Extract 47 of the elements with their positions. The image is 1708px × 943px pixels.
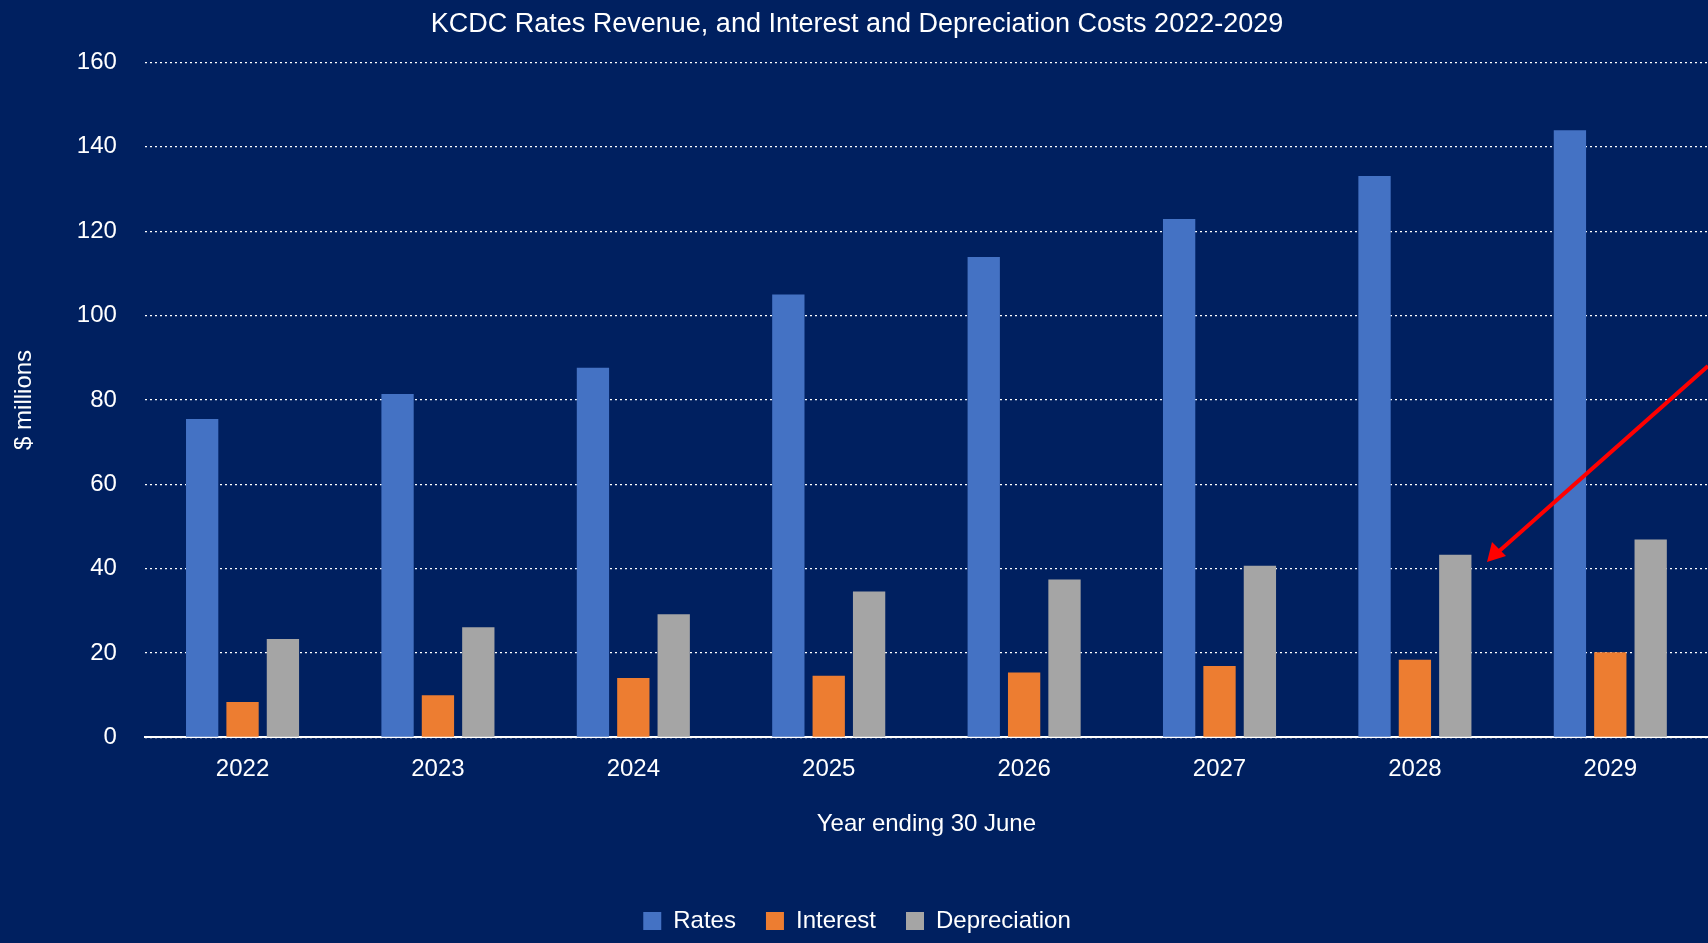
bar [226, 701, 259, 737]
legend-label: Rates [673, 905, 736, 933]
bar [1243, 565, 1277, 737]
bar [421, 695, 455, 737]
bar [812, 675, 845, 737]
y-tick-label: 80 [90, 384, 117, 412]
legend-label: Interest [795, 905, 877, 933]
x-tick-label: 2029 [1583, 754, 1637, 782]
chart-title: KCDC Rates Revenue, and Interest and Depreciation Costs 2022-2029 [430, 7, 1284, 38]
y-tick-label: 20 [90, 637, 117, 665]
y-tick-label: 120 [76, 215, 117, 243]
y-axis-title: $ millions [9, 349, 37, 450]
y-tick-label: 60 [90, 468, 117, 496]
bar [1634, 539, 1667, 737]
bar [1439, 554, 1472, 737]
bar [967, 256, 1000, 737]
x-axis-title: Year ending 30 June [816, 809, 1037, 837]
bar [381, 393, 414, 737]
y-tick-label: 40 [90, 553, 117, 581]
bar [186, 418, 219, 737]
bar [1203, 666, 1236, 737]
x-tick-label: 2023 [411, 754, 465, 782]
y-tick-label: 100 [76, 300, 117, 328]
y-tick-label: 140 [76, 131, 117, 159]
x-tick-label: 2026 [997, 754, 1051, 782]
bar [1162, 218, 1196, 737]
bar [1594, 652, 1627, 737]
bar [1398, 659, 1432, 737]
legend-label: Depreciation [936, 905, 1071, 933]
y-tick-label: 0 [103, 722, 117, 750]
x-tick-label: 2024 [606, 754, 661, 782]
bar [657, 614, 690, 737]
y-tick-label: 160 [76, 47, 117, 75]
bar [1048, 579, 1081, 737]
bar [617, 677, 650, 737]
x-tick-label: 2025 [802, 754, 856, 782]
bar [1007, 672, 1041, 737]
x-tick-label: 2027 [1192, 754, 1247, 782]
x-tick-label: 2028 [1388, 754, 1442, 782]
bar [266, 639, 300, 737]
bar [462, 627, 495, 737]
bar [576, 367, 610, 737]
x-tick-label: 2022 [215, 754, 270, 782]
bar [772, 294, 805, 737]
bar [852, 591, 886, 737]
bar [1358, 175, 1391, 737]
bar [1553, 130, 1587, 737]
